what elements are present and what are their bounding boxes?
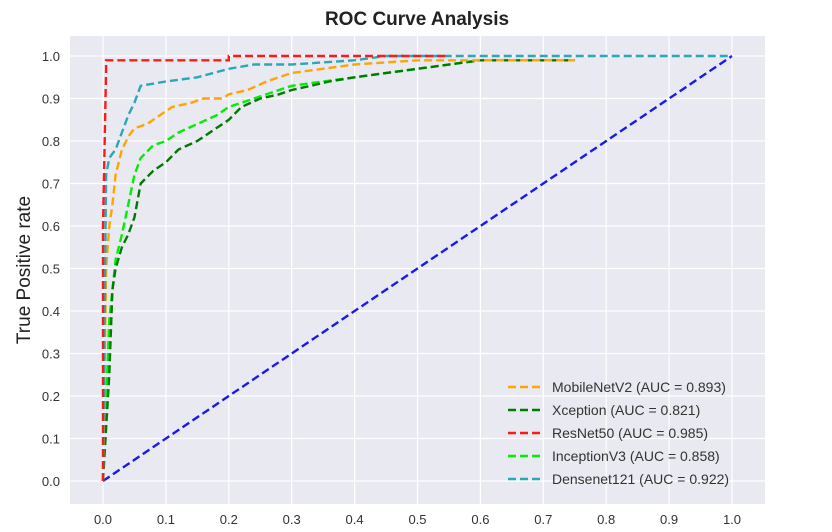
y-tick-label: 0.2 [42, 389, 60, 404]
series-line-0 [101, 59, 575, 482]
series-line-2 [101, 54, 449, 481]
x-tick-label: 0.4 [346, 512, 364, 527]
series-line-1 [101, 59, 575, 482]
series-line-4 [101, 54, 732, 482]
y-tick-label: 0.8 [42, 134, 60, 149]
y-axis-label: True Positive rate [14, 196, 35, 344]
x-tick-label: 0.5 [408, 512, 426, 527]
legend-entry: MobileNetV2 (AUC = 0.893) [552, 379, 726, 395]
x-tick-label: 0.3 [283, 512, 301, 527]
y-tick-label: 1.0 [42, 49, 60, 64]
y-tick-label: 0.3 [42, 347, 60, 362]
x-tick-label: 0.9 [660, 512, 678, 527]
y-tick-label: 0.9 [42, 92, 60, 107]
legend-entry: Xception (AUC = 0.821) [552, 402, 700, 418]
chart-title: ROC Curve Analysis [325, 9, 509, 30]
series-lines [101, 54, 733, 482]
legend-entry: ResNet50 (AUC = 0.985) [552, 425, 708, 441]
legend-entry: InceptionV3 (AUC = 0.858) [552, 448, 720, 464]
y-tick-label: 0.6 [42, 219, 60, 234]
y-tick-label: 0.4 [42, 304, 60, 319]
legend: MobileNetV2 (AUC = 0.893) Xception (AUC =… [508, 379, 729, 487]
series-line-5 [102, 55, 733, 482]
y-tick-label: 0.7 [42, 177, 60, 192]
y-tick-label: 0.0 [42, 474, 60, 489]
x-tick-label: 0.7 [534, 512, 552, 527]
y-tick-label: 0.5 [42, 262, 60, 277]
x-tick-label: 1.0 [723, 512, 741, 527]
x-tick-label: 0.1 [157, 512, 175, 527]
y-tick-labels: 0.0 0.1 0.2 0.3 0.4 0.5 0.6 0.7 0.8 0.9 1.0 [42, 49, 60, 489]
x-tick-labels: 0.0 0.1 0.2 0.3 0.4 0.5 0.6 0.7 0.8 0.9 1.0 [94, 512, 741, 527]
x-tick-label: 0.6 [471, 512, 489, 527]
y-tick-label: 0.1 [42, 432, 60, 447]
x-tick-label: 0.8 [597, 512, 615, 527]
x-tick-label: 0.0 [94, 512, 112, 527]
legend-entry: Densenet121 (AUC = 0.922) [552, 471, 729, 487]
x-tick-label: 0.2 [220, 512, 238, 527]
